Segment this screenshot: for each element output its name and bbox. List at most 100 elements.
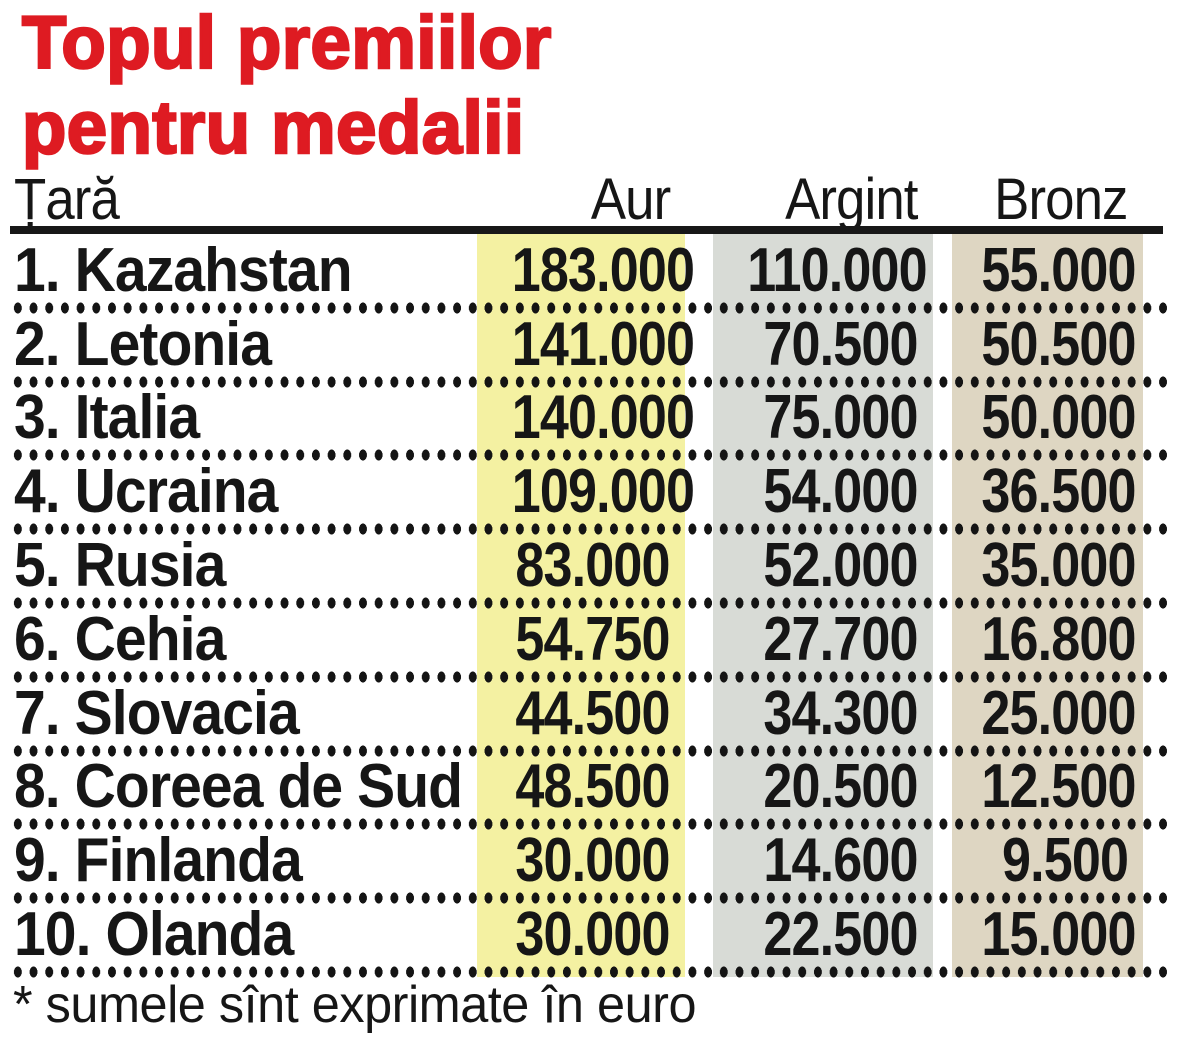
country-name: 3. Italia bbox=[14, 383, 200, 453]
country-cell: 9. Finlanda bbox=[10, 830, 477, 892]
silver-cell: 34.300 bbox=[713, 678, 933, 748]
silver-cell: 22.500 bbox=[713, 904, 933, 966]
silver-cell: 20.500 bbox=[713, 756, 933, 818]
bronze-cell: 9.500 bbox=[952, 830, 1143, 892]
gold-prize: 140.000 bbox=[511, 383, 695, 453]
footnote-text: * sumele sînt exprimate în euro bbox=[13, 976, 697, 1034]
country-cell: 2. Letonia bbox=[10, 309, 477, 379]
gold-cell: 109.000 bbox=[477, 461, 695, 523]
column-header-bronze: Bronz bbox=[952, 166, 1143, 233]
bronze-cell: 25.000 bbox=[952, 678, 1143, 748]
country-cell: 10. Olanda bbox=[10, 904, 477, 966]
country-name: 4. Ucraina bbox=[14, 457, 278, 527]
gold-cell: 30.000 bbox=[477, 830, 685, 892]
country-name: 2. Letonia bbox=[14, 309, 272, 379]
gold-prize: 44.500 bbox=[515, 678, 671, 748]
row-separator bbox=[10, 301, 1168, 314]
gold-prize: 109.000 bbox=[511, 457, 695, 527]
gold-prize: 48.500 bbox=[515, 752, 671, 822]
country-cell: 7. Slovacia bbox=[10, 678, 477, 748]
row-separator bbox=[10, 892, 1168, 905]
table-row: 4. Ucraina 109.000 54.000 36.500 bbox=[10, 455, 1168, 536]
row-separator bbox=[10, 965, 1168, 978]
gold-cell: 54.750 bbox=[477, 604, 685, 674]
gold-prize: 183.000 bbox=[511, 235, 695, 305]
table-body: 1. Kazahstan 183.000 110.000 55.000 2. L… bbox=[10, 234, 1168, 978]
table-row: 6. Cehia 54.750 27.700 16.800 bbox=[10, 603, 1168, 683]
column-header-silver-label: Argint bbox=[785, 167, 919, 232]
country-name: 7. Slovacia bbox=[14, 678, 300, 748]
bronze-cell: 55.000 bbox=[952, 235, 1143, 305]
bronze-prize: 16.800 bbox=[981, 604, 1136, 674]
country-cell: 8. Coreea de Sud bbox=[10, 756, 477, 818]
silver-prize: 52.000 bbox=[763, 531, 919, 601]
footnote: * sumele sînt exprimate în euro bbox=[13, 974, 717, 1036]
bronze-cell: 15.000 bbox=[952, 904, 1143, 966]
gold-prize: 83.000 bbox=[515, 531, 671, 601]
silver-prize: 27.700 bbox=[763, 604, 919, 674]
row-separator bbox=[10, 596, 1168, 609]
bronze-cell: 35.000 bbox=[952, 535, 1143, 597]
column-header-gold-label: Aur bbox=[590, 167, 671, 232]
bronze-cell: 50.000 bbox=[952, 387, 1143, 449]
country-name: 1. Kazahstan bbox=[14, 235, 353, 305]
country-cell: 6. Cehia bbox=[10, 604, 477, 674]
silver-prize: 22.500 bbox=[763, 900, 919, 970]
silver-cell: 75.000 bbox=[713, 387, 933, 449]
country-cell: 3. Italia bbox=[10, 387, 477, 449]
bronze-cell: 12.500 bbox=[952, 756, 1143, 818]
silver-prize: 34.300 bbox=[763, 678, 919, 748]
gold-prize: 141.000 bbox=[511, 309, 695, 379]
silver-cell: 14.600 bbox=[713, 830, 933, 892]
table-row: 8. Coreea de Sud 48.500 20.500 12.500 bbox=[10, 751, 1168, 831]
table-header-row: Țară Aur Argint Bronz bbox=[10, 166, 1168, 232]
row-separator bbox=[10, 744, 1168, 757]
row-separator bbox=[10, 670, 1168, 683]
column-header-silver: Argint bbox=[713, 166, 933, 233]
country-cell: 5. Rusia bbox=[10, 535, 477, 597]
column-header-country: Țară bbox=[10, 166, 477, 233]
country-name: 8. Coreea de Sud bbox=[14, 752, 463, 822]
country-name: 5. Rusia bbox=[14, 531, 226, 601]
country-name: 10. Olanda bbox=[14, 900, 294, 970]
table-row: 1. Kazahstan 183.000 110.000 55.000 bbox=[10, 234, 1168, 314]
silver-cell: 110.000 bbox=[713, 235, 933, 305]
header-rule bbox=[10, 226, 1163, 234]
column-header-country-label: Țară bbox=[14, 167, 120, 232]
silver-prize: 70.500 bbox=[763, 309, 919, 379]
bronze-prize: 12.500 bbox=[981, 752, 1136, 822]
bronze-cell: 16.800 bbox=[952, 604, 1143, 674]
silver-cell: 27.700 bbox=[713, 604, 933, 674]
gold-prize: 54.750 bbox=[515, 604, 671, 674]
gold-cell: 183.000 bbox=[477, 239, 695, 302]
gold-cell: 141.000 bbox=[477, 313, 695, 376]
column-header-bronze-label: Bronz bbox=[994, 167, 1129, 232]
country-cell: 1. Kazahstan bbox=[10, 235, 477, 305]
gold-cell: 48.500 bbox=[477, 756, 685, 818]
country-name: 6. Cehia bbox=[14, 604, 226, 674]
gold-cell: 83.000 bbox=[477, 535, 685, 597]
country-name: 9. Finlanda bbox=[14, 826, 303, 896]
table-row: 2. Letonia 141.000 70.500 50.500 bbox=[10, 308, 1168, 388]
table-row: 9. Finlanda 30.000 14.600 9.500 bbox=[10, 824, 1168, 905]
bronze-prize: 55.000 bbox=[981, 235, 1136, 305]
table-row: 3. Italia 140.000 75.000 50.000 bbox=[10, 382, 1168, 462]
title-line-1: Topul premiilor bbox=[21, 0, 553, 85]
table-row: 7. Slovacia 44.500 34.300 25.000 bbox=[10, 677, 1168, 757]
row-separator bbox=[10, 375, 1168, 388]
silver-prize: 110.000 bbox=[747, 235, 927, 305]
gold-prize: 30.000 bbox=[515, 826, 671, 896]
bronze-prize: 50.000 bbox=[981, 383, 1136, 453]
row-separator bbox=[10, 523, 1168, 536]
silver-cell: 70.500 bbox=[713, 309, 933, 379]
silver-prize: 20.500 bbox=[763, 752, 919, 822]
bronze-cell: 50.500 bbox=[952, 309, 1143, 379]
title-line-2: pentru medalii bbox=[21, 85, 526, 171]
bronze-prize: 50.500 bbox=[981, 309, 1136, 379]
silver-prize: 14.600 bbox=[763, 826, 919, 896]
bronze-prize: 36.500 bbox=[981, 457, 1136, 527]
bronze-prize: 25.000 bbox=[981, 678, 1136, 748]
country-cell: 4. Ucraina bbox=[10, 461, 477, 523]
silver-cell: 54.000 bbox=[713, 461, 933, 523]
